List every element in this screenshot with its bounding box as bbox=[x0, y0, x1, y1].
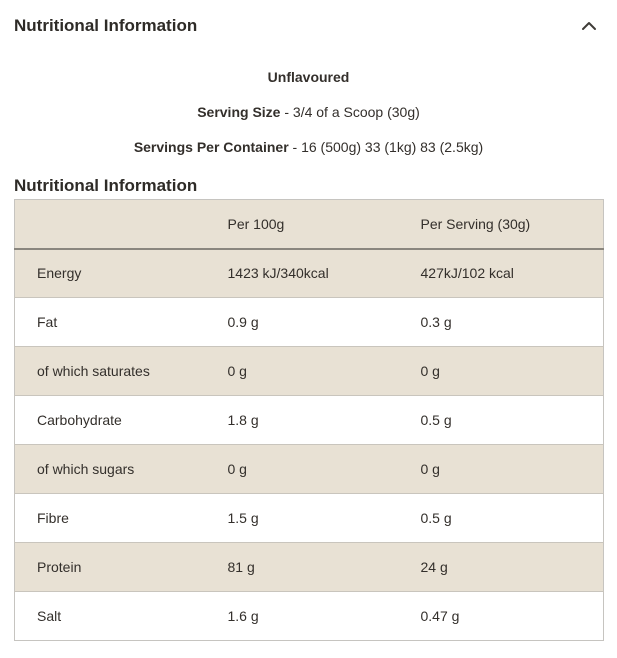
column-header-per-100g: Per 100g bbox=[227, 199, 421, 250]
servings-per-container-text: Servings Per Container - 16 (500g) 33 (1… bbox=[0, 140, 617, 154]
column-header-per-serving: Per Serving (30g) bbox=[420, 199, 604, 250]
row-per100-value: 0 g bbox=[227, 461, 247, 477]
row-per100-value: 1.5 g bbox=[227, 510, 259, 526]
serving-size-label: Serving Size bbox=[197, 104, 281, 120]
row-label: of which saturates bbox=[37, 363, 150, 379]
row-per100-value: 81 g bbox=[227, 559, 255, 575]
row-label: of which sugars bbox=[37, 461, 135, 477]
row-perserving-value: 0.47 g bbox=[420, 608, 460, 624]
row-per100-value: 0 g bbox=[227, 363, 247, 379]
row-label: Fibre bbox=[37, 510, 69, 526]
row-perserving-value: 427kJ/102 kcal bbox=[420, 265, 514, 282]
serving-size-value: - 3/4 of a Scoop (30g) bbox=[280, 104, 420, 120]
row-per100-value: 1423 kJ/340kcal bbox=[227, 265, 329, 282]
row-per100-value: 1.8 g bbox=[227, 412, 259, 428]
accordion-title: Nutritional Information bbox=[14, 16, 198, 35]
row-perserving-value: 0.5 g bbox=[420, 412, 452, 428]
row-label: Protein bbox=[37, 559, 82, 575]
table-row: Fat 0.9 g 0.3 g bbox=[14, 297, 604, 347]
product-serving-info: Unflavoured Serving Size - 3/4 of a Scoo… bbox=[0, 70, 617, 154]
row-per100-value: 0.9 g bbox=[227, 314, 259, 330]
flavour-text: Unflavoured bbox=[267, 69, 350, 85]
table-header-row: Per 100g Per Serving (30g) bbox=[14, 199, 604, 250]
row-perserving-value: 24 g bbox=[420, 559, 448, 575]
row-per100-value: 1.6 g bbox=[227, 608, 259, 624]
row-label: Carbohydrate bbox=[37, 412, 122, 428]
row-label: Fat bbox=[37, 314, 58, 330]
table-row: Protein 81 g 24 g bbox=[14, 542, 604, 592]
serving-size-text: Serving Size - 3/4 of a Scoop (30g) bbox=[0, 105, 617, 119]
column-header-empty bbox=[14, 199, 228, 250]
servings-value: - 16 (500g) 33 (1kg) 83 (2.5kg) bbox=[288, 139, 484, 155]
nutrition-table: Per 100g Per Serving (30g) Energy 1423 k… bbox=[14, 199, 604, 641]
chevron-up-icon[interactable] bbox=[581, 21, 597, 31]
row-label: Energy bbox=[37, 265, 82, 282]
table-row: Fibre 1.5 g 0.5 g bbox=[14, 493, 604, 543]
nutrition-accordion-header[interactable]: Nutritional Information bbox=[0, 0, 617, 48]
table-row: of which sugars 0 g 0 g bbox=[14, 444, 604, 494]
table-row: of which saturates 0 g 0 g bbox=[14, 346, 604, 396]
row-perserving-value: 0 g bbox=[420, 363, 440, 379]
servings-label: Servings Per Container bbox=[133, 139, 289, 155]
row-perserving-value: 0.5 g bbox=[420, 510, 452, 526]
row-label: Salt bbox=[37, 608, 62, 624]
row-perserving-value: 0 g bbox=[420, 461, 440, 477]
row-perserving-value: 0.3 g bbox=[420, 314, 452, 330]
table-row: Carbohydrate 1.8 g 0.5 g bbox=[14, 395, 604, 445]
nutrition-table-heading: Nutritional Information bbox=[14, 176, 198, 195]
table-row: Salt 1.6 g 0.47 g bbox=[14, 591, 604, 641]
table-row: Energy 1423 kJ/340kcal 427kJ/102 kcal bbox=[14, 248, 604, 298]
